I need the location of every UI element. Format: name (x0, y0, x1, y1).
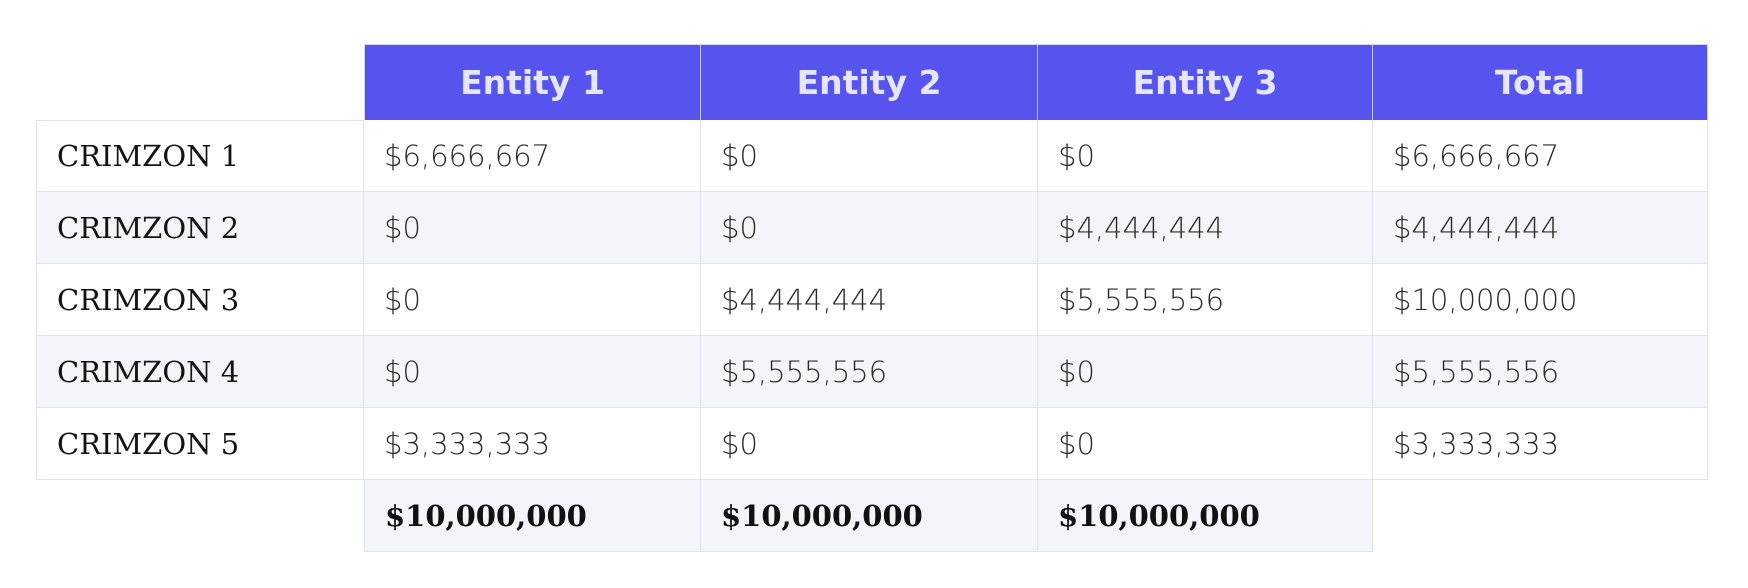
table-cell: $5,555,556 (1038, 264, 1373, 336)
row-label-crimzon-1: CRIMZON 1 (36, 120, 364, 192)
totals-empty-cell (1373, 480, 1708, 552)
column-total-entity-1: $10,000,000 (364, 480, 701, 552)
table-cell: $6,666,667 (364, 120, 701, 192)
table-cell: $5,555,556 (701, 336, 1038, 408)
header-corner (36, 44, 364, 120)
header-entity-3: Entity 3 (1038, 44, 1373, 120)
table-cell: $4,444,444 (1038, 192, 1373, 264)
table-cell-total: $6,666,667 (1373, 120, 1708, 192)
table-cell-total: $4,444,444 (1373, 192, 1708, 264)
table-cell: $0 (701, 120, 1038, 192)
row-label-crimzon-3: CRIMZON 3 (36, 264, 364, 336)
table-cell-total: $5,555,556 (1373, 336, 1708, 408)
table-cell: $0 (1038, 120, 1373, 192)
row-label-crimzon-5: CRIMZON 5 (36, 408, 364, 480)
table-cell: $0 (701, 192, 1038, 264)
table-cell-total: $3,333,333 (1373, 408, 1708, 480)
table-cell: $0 (701, 408, 1038, 480)
row-label-crimzon-2: CRIMZON 2 (36, 192, 364, 264)
header-total: Total (1373, 44, 1708, 120)
header-entity-1: Entity 1 (364, 44, 701, 120)
table-cell: $0 (364, 264, 701, 336)
table-cell: $0 (1038, 336, 1373, 408)
table-cell: $0 (364, 192, 701, 264)
table-cell: $4,444,444 (701, 264, 1038, 336)
table-cell: $0 (1038, 408, 1373, 480)
row-label-crimzon-4: CRIMZON 4 (36, 336, 364, 408)
totals-corner (36, 480, 364, 552)
allocation-table: Entity 1 Entity 2 Entity 3 Total CRIMZON… (36, 44, 1708, 552)
table-cell-total: $10,000,000 (1373, 264, 1708, 336)
table-cell: $0 (364, 336, 701, 408)
table-cell: $3,333,333 (364, 408, 701, 480)
column-total-entity-3: $10,000,000 (1038, 480, 1373, 552)
header-entity-2: Entity 2 (701, 44, 1038, 120)
column-total-entity-2: $10,000,000 (701, 480, 1038, 552)
